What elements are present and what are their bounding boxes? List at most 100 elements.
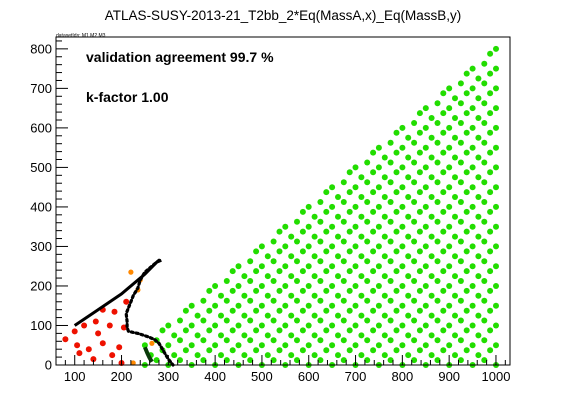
allowed-point [177,317,183,324]
y-tick-label: 100 [30,318,52,333]
allowed-point [235,263,242,270]
allowed-point [188,302,195,309]
allowed-point [358,253,365,260]
allowed-point [405,174,412,181]
allowed-point [452,233,458,240]
y-tick-label: 800 [30,41,52,56]
allowed-point [364,297,371,304]
allowed-point [352,322,359,329]
allowed-point [340,258,347,265]
allowed-point [428,194,435,200]
allowed-point [475,352,482,359]
allowed-point [299,347,306,354]
allowed-point [375,144,382,151]
allowed-point [487,90,494,97]
allowed-point [387,337,394,344]
allowed-point [282,263,289,270]
allowed-point [493,164,499,171]
excluded-point [123,298,130,305]
allowed-point [188,322,195,329]
x-tick-label: 900 [438,369,460,384]
allowed-point [381,332,388,339]
allowed-point [305,283,312,289]
allowed-point [399,322,406,329]
allowed-point [329,203,336,210]
allowed-point [317,337,324,344]
allowed-point [212,342,219,349]
allowed-point [364,317,371,324]
allowed-point [346,189,353,196]
allowed-point [463,228,470,235]
allowed-point [428,312,435,319]
allowed-point [270,357,277,364]
allowed-point [387,258,394,265]
allowed-point [375,342,382,349]
curves-layer [73,258,175,367]
allowed-point [381,292,388,299]
allowed-point [434,337,441,344]
allowed-point [299,327,306,334]
allowed-point [463,169,470,176]
allowed-point [416,248,423,255]
axes-layer: 100 200 300 400 500 600 700 800 900 1000 0 100 200 30… [30,36,511,384]
x-tick-label: 300 [157,369,179,384]
allowed-point [411,238,418,245]
allowed-point [452,134,458,141]
allowed-point [411,357,418,364]
allowed-point [229,287,236,294]
allowed-point [428,352,435,359]
allowed-point [422,302,429,309]
allowed-point [399,243,406,250]
allowed-point [282,283,289,289]
allowed-point [370,268,377,275]
allowed-point [381,154,388,161]
allowed-point [399,223,406,230]
allowed-point [405,134,412,141]
allowed-point [299,228,306,235]
allowed-point [452,194,458,200]
allowed-point [387,139,394,146]
allowed-point [428,233,435,240]
allowed-point [457,100,464,107]
allowed-point [399,302,406,309]
allowed-point [206,287,213,294]
allowed-point [165,342,172,349]
excluded-point [109,352,116,359]
allowed-point [335,213,341,220]
allowed-point [218,332,224,339]
allowed-point [393,169,400,176]
allowed-point [422,184,429,191]
allowed-point [487,248,494,255]
x-tick-label: 200 [111,369,133,384]
allowed-point [393,327,400,334]
allowed-point [381,253,388,260]
allowed-point [446,283,453,289]
allowed-point [194,332,201,339]
allowed-point [422,105,429,112]
allowed-point [153,357,160,364]
allowed-point [399,203,406,210]
allowed-point [487,208,494,215]
allowed-point [422,223,429,230]
allowed-point [493,184,499,191]
allowed-point [393,189,400,196]
allowed-point [381,194,388,200]
allowed-point [475,292,482,299]
allowed-point [241,352,248,359]
allowed-point [416,268,423,275]
allowed-point [481,357,488,364]
allowed-point [346,347,353,354]
allowed-point [469,223,476,230]
allowed-point [352,223,359,230]
allowed-point [188,342,195,349]
allowed-point [258,263,265,270]
allowed-point [247,258,254,265]
allowed-point [276,228,283,235]
allowed-point [329,302,336,309]
allowed-point [393,129,400,136]
x-tick-label: 100 [64,369,86,384]
allowed-point [294,297,300,304]
allowed-point [457,238,464,245]
allowed-point [422,243,429,250]
allowed-point [405,292,412,299]
